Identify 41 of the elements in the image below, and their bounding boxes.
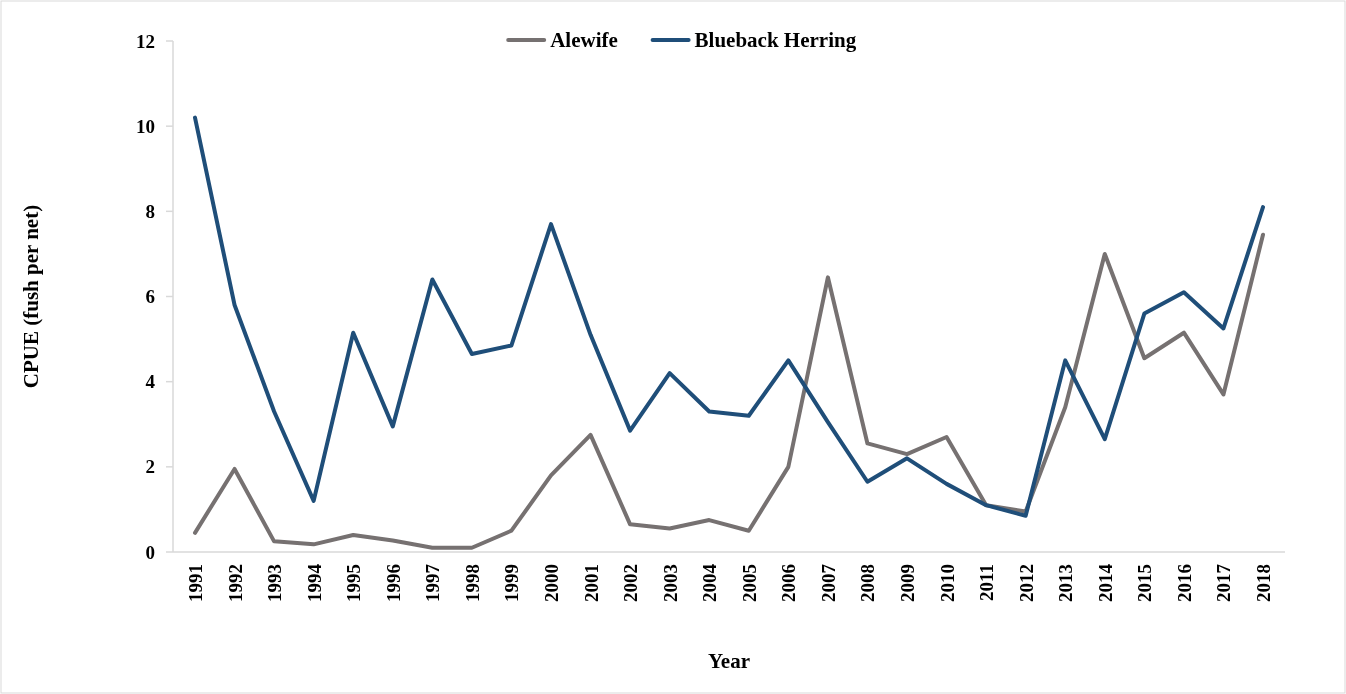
x-tick-label: 1997 <box>422 563 444 602</box>
x-tick-label: 2018 <box>1253 564 1274 602</box>
x-tick-label: 2012 <box>1015 564 1037 602</box>
x-tick-label: 2005 <box>738 564 760 602</box>
line-series <box>193 115 1265 518</box>
x-axis-title: Year <box>708 649 750 673</box>
x-tick-label: 2009 <box>897 564 918 602</box>
x-tick-label: 1995 <box>343 564 365 602</box>
x-tick-label: 1999 <box>501 564 523 602</box>
y-tick-label: 8 <box>145 200 155 222</box>
x-tick-label: 1994 <box>303 563 325 602</box>
x-tick-label: 2002 <box>620 564 642 602</box>
x-tick-label: 2001 <box>580 564 602 602</box>
x-tick-label: 2013 <box>1055 564 1077 602</box>
x-tick-label: 1996 <box>382 564 404 602</box>
x-tick-label: 2011 <box>976 564 998 601</box>
y-tick-label: 12 <box>136 30 155 52</box>
y-axis-title: CPUE (fush per net) <box>19 204 43 389</box>
y-tick-label: 2 <box>145 456 155 478</box>
y-tick-label: 6 <box>145 286 155 308</box>
x-tick-label: 2015 <box>1134 564 1156 602</box>
x-tick-label: 2006 <box>778 564 800 602</box>
legend-label: Blueback Herring <box>694 28 857 53</box>
x-tick-label: 1992 <box>224 564 246 602</box>
line-series <box>193 232 1265 550</box>
y-tick-label: 10 <box>136 115 155 137</box>
x-tick-label: 2003 <box>659 564 681 602</box>
x-tick-label: 1998 <box>461 564 483 602</box>
x-tick-label: 2014 <box>1094 563 1116 602</box>
x-tick-label: 2017 <box>1213 563 1235 602</box>
y-tick-label: 0 <box>145 541 155 563</box>
x-tick-label: 2008 <box>857 564 879 602</box>
y-tick-label: 4 <box>145 371 156 393</box>
x-tick-label: 1991 <box>185 564 206 602</box>
x-tick-label: 2004 <box>699 563 721 602</box>
legend-label: Alewife <box>550 28 618 53</box>
x-tick-label: 1993 <box>264 564 286 602</box>
x-tick-label: 2000 <box>541 564 562 602</box>
x-tick-label: 2016 <box>1173 564 1195 602</box>
x-tick-label: 2010 <box>936 564 958 602</box>
x-tick-label: 2007 <box>817 563 839 602</box>
